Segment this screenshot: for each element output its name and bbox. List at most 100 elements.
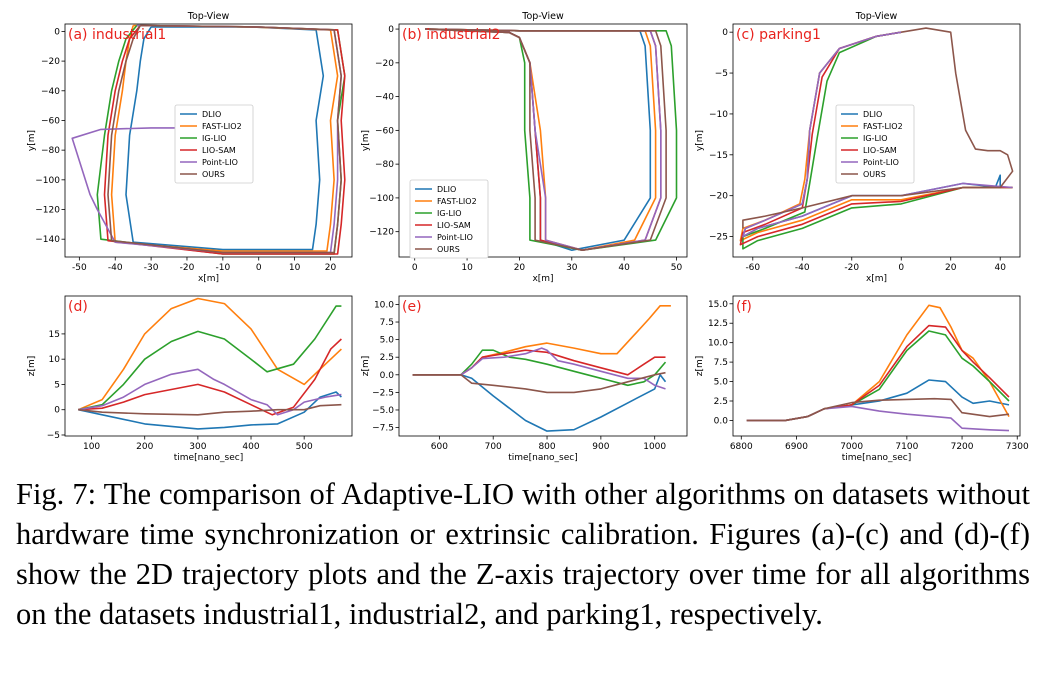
panel-label: (a) industrial1 <box>68 27 166 43</box>
x-axis-label: x[m] <box>198 274 219 284</box>
x-tick-label: 40 <box>994 263 1006 273</box>
y-tick-label: 15.0 <box>708 300 728 310</box>
y-tick-label: −120 <box>35 206 60 216</box>
y-tick-label: 10.0 <box>374 300 394 310</box>
legend-label-ig-lio: IG-LIO <box>202 134 227 143</box>
x-tick-label: 100 <box>83 442 100 452</box>
y-tick-label: 2.5 <box>380 353 394 363</box>
y-tick-label: 10.0 <box>708 339 728 349</box>
legend-label-lio-sam: LIO-SAM <box>863 146 897 155</box>
legend: DLIO FAST-LIO2 IG-LIO LIO-SAM Point-LIO OURS <box>174 104 254 184</box>
x-tick-label: 7000 <box>840 442 863 452</box>
y-tick-label: −60 <box>41 116 60 126</box>
y-tick-label: 5.0 <box>714 378 729 388</box>
y-tick-label: 0 <box>54 27 60 37</box>
chart-panel-6: 6800 6900 7000 7100 7200 7300 0.0 2.5 5.0 7.5 10.0… <box>695 295 1029 463</box>
series-line-ig-lio <box>412 349 667 387</box>
x-tick-label: -30 <box>144 263 159 273</box>
x-axis-label: time[nano_sec] <box>174 453 243 463</box>
series-group <box>746 304 1010 432</box>
legend-label-fast-lio2: FAST-LIO2 <box>863 122 903 131</box>
y-tick-label: −80 <box>375 160 394 170</box>
chart-title: Top-View <box>187 11 230 22</box>
y-axis-label: z[m] <box>695 356 705 377</box>
x-tick-label: -20 <box>844 263 859 273</box>
y-tick-label: −5.0 <box>372 406 394 416</box>
x-tick-label: 20 <box>514 263 526 273</box>
legend-label-point-lio: Point-LIO <box>437 233 473 242</box>
x-axis-label: x[m] <box>866 274 887 284</box>
legend-label-ig-lio: IG-LIO <box>437 209 462 218</box>
plot-frame <box>398 295 688 437</box>
x-tick-label: 7100 <box>895 442 918 452</box>
y-tick-label: −7.5 <box>372 424 394 434</box>
y-tick-label: −25 <box>709 233 728 243</box>
legend-label-lio-sam: LIO-SAM <box>202 146 236 155</box>
y-tick-label: −100 <box>369 194 394 204</box>
caption-text: The comparison of Adaptive-LIO with othe… <box>16 477 1030 631</box>
series-line-ours <box>78 403 342 416</box>
legend: DLIO FAST-LIO2 IG-LIO LIO-SAM Point-LIO OURS <box>409 179 489 259</box>
x-tick-label: -40 <box>108 263 123 273</box>
panel-label: (f) <box>736 299 752 315</box>
y-tick-label: −60 <box>375 126 394 136</box>
x-tick-label: 7200 <box>951 442 974 452</box>
legend-label-ours: OURS <box>863 170 886 179</box>
series-group <box>425 28 678 251</box>
y-tick-label: −20 <box>41 57 60 67</box>
legend-box <box>409 179 489 259</box>
y-tick-label: 12.5 <box>708 319 728 329</box>
series-group <box>77 297 342 430</box>
y-axis-label: y[m] <box>361 130 371 151</box>
x-tick-label: 10 <box>461 263 473 273</box>
y-tick-label: −100 <box>35 176 60 186</box>
x-tick-label: 10 <box>289 263 301 273</box>
figure-panels: -50 -40 -30 -20 -10 0 10 200−20−40−60−80−100−12… <box>27 11 1029 463</box>
series-line-ig-lio <box>78 305 342 411</box>
y-axis-label: y[m] <box>27 130 37 151</box>
series-line-lio-sam <box>78 338 342 416</box>
series-line-dlio <box>412 373 667 432</box>
y-tick-label: 0 <box>388 25 394 35</box>
x-tick-label: 20 <box>945 263 957 273</box>
legend-label-fast-lio2: FAST-LIO2 <box>437 197 477 206</box>
y-tick-label: −5 <box>47 431 60 441</box>
x-tick-label: -40 <box>795 263 810 273</box>
y-axis-label: y[m] <box>695 130 705 151</box>
x-tick-label: 200 <box>136 442 153 452</box>
y-tick-label: −20 <box>375 59 394 69</box>
x-tick-label: 800 <box>538 442 555 452</box>
x-tick-label: -20 <box>180 263 195 273</box>
panel-label: (c) parking1 <box>736 27 821 43</box>
legend-label-dlio: DLIO <box>863 110 882 119</box>
x-tick-label: 0 <box>898 263 904 273</box>
legend-label-point-lio: Point-LIO <box>863 158 899 167</box>
series-group <box>71 24 346 255</box>
y-tick-label: −40 <box>41 87 60 97</box>
chart-title: Top-View <box>855 11 898 22</box>
y-tick-label: −5 <box>715 69 728 79</box>
series-group <box>739 27 1014 250</box>
y-axis-label: z[m] <box>361 356 371 377</box>
y-tick-label: 15 <box>49 330 60 340</box>
series-group <box>412 304 671 432</box>
x-tick-label: 30 <box>566 263 578 273</box>
y-tick-label: −40 <box>375 93 394 103</box>
x-axis-label: time[nano_sec] <box>842 453 911 463</box>
x-tick-label: 50 <box>671 263 683 273</box>
y-tick-label: 0 <box>54 406 60 416</box>
chart-panel-2: 0 10 20 30 40 50 0 −20 −40 −60 −80 −100 −120 x[m] y[m]… <box>361 11 688 284</box>
x-tick-label: 1000 <box>643 442 666 452</box>
x-tick-label: 6900 <box>785 442 808 452</box>
y-tick-label: 0.0 <box>380 371 395 381</box>
series-line-ig-lio <box>742 31 1013 250</box>
x-tick-label: 6800 <box>730 442 753 452</box>
y-tick-label: −2.5 <box>372 388 394 398</box>
legend-label-ig-lio: IG-LIO <box>863 134 888 143</box>
caption-label: Fig. 7: <box>16 477 97 511</box>
panel-label: (d) <box>68 299 88 315</box>
legend-label-ours: OURS <box>202 170 225 179</box>
series-line-ours <box>412 371 666 394</box>
x-tick-label: 40 <box>618 263 630 273</box>
figure-caption: Fig. 7: The comparison of Adaptive-LIO w… <box>16 474 1030 634</box>
